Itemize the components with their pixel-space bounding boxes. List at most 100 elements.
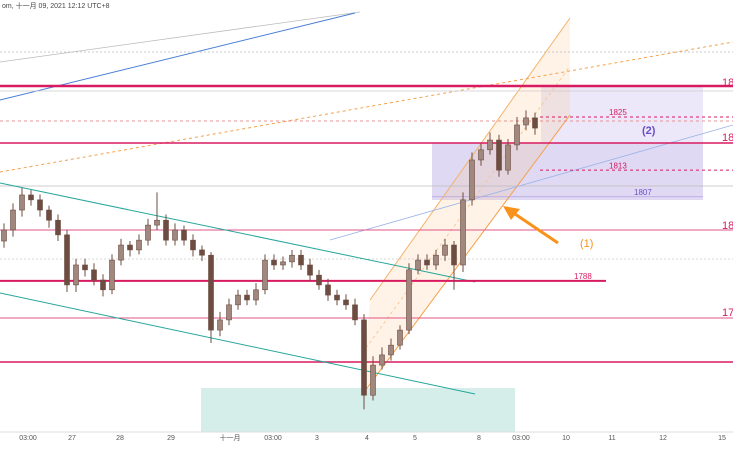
candle-body (217, 319, 223, 331)
candle-body (46, 209, 52, 221)
x-tick-label: 28 (116, 435, 124, 442)
x-tick-label: 十一月 (220, 433, 241, 442)
candle-body (478, 149, 484, 161)
candle-body (460, 199, 466, 266)
candle-body (190, 239, 196, 251)
edge-label: 17 (722, 307, 733, 319)
channel-line (369, 17, 571, 301)
candle-body (334, 294, 340, 301)
candle-body (361, 319, 367, 396)
candle-body (289, 254, 295, 263)
candle-body (226, 304, 232, 321)
candle-body (253, 289, 259, 301)
candle-body (100, 279, 106, 291)
x-tick-label: 29 (167, 435, 175, 442)
candle-body (487, 139, 493, 151)
candle-body (19, 194, 25, 211)
candle-body (433, 254, 439, 266)
x-tick-label: 12 (659, 435, 667, 442)
drawings (0, 11, 733, 433)
zone-box (432, 143, 703, 200)
candle-body (496, 139, 502, 171)
candle-body (235, 294, 241, 306)
zone-box (201, 388, 515, 432)
candle-body (370, 364, 376, 396)
x-tick-label: 15 (718, 435, 726, 442)
x-tick-label: 5 (413, 435, 417, 442)
x-tick-label: 4 (365, 435, 369, 442)
x-tick-label: 27 (68, 435, 76, 442)
candle-body (505, 144, 511, 171)
candle-body (208, 254, 214, 331)
candle-body (37, 199, 43, 211)
candle-body (379, 354, 385, 366)
candle-body (451, 244, 457, 266)
arrowhead (503, 206, 520, 220)
candle-body (163, 219, 169, 241)
level-label: 1813 (609, 161, 627, 170)
candle-body (388, 344, 394, 356)
candle-body (469, 159, 475, 201)
candle-body (532, 117, 538, 129)
candle-body (262, 259, 268, 291)
x-tick-label: 10 (562, 435, 570, 442)
candle-body (280, 261, 286, 266)
candle-body (199, 249, 205, 256)
zone-box (541, 86, 703, 143)
edge-label: 18 (722, 132, 733, 144)
channel-line (361, 114, 571, 396)
level-label: 1807 (634, 188, 652, 197)
candle-body (91, 269, 97, 281)
candle-body (154, 219, 160, 226)
header: om, 十一月 09, 2021 12:12 UTC+8 (2, 1, 110, 10)
candle-body (82, 264, 88, 271)
candle-body (172, 229, 178, 241)
candle-body (406, 269, 412, 331)
candle-body (298, 254, 304, 266)
candle-body (73, 264, 79, 286)
candle-body (343, 299, 349, 306)
candle-body (55, 219, 61, 236)
candle-body (352, 304, 358, 321)
candle-body (325, 284, 331, 296)
candle-body (127, 244, 133, 251)
candle-body (10, 209, 16, 231)
candle-body (514, 124, 520, 146)
candle-body (118, 244, 124, 261)
x-tick-label: 03:00 (512, 435, 530, 442)
channel-line (365, 65, 571, 349)
candle-body (244, 294, 250, 301)
edge-label: 18 (722, 77, 733, 89)
candle-body (109, 259, 115, 291)
channel-fill (362, 18, 570, 395)
annotation: (1) (580, 238, 593, 250)
x-tick-label: 3 (315, 435, 319, 442)
candle-body (523, 117, 529, 126)
trend-line (0, 11, 361, 63)
x-tick-label: 8 (477, 435, 481, 442)
x-tick-label: 03:00 (19, 435, 37, 442)
trend-line (0, 41, 733, 173)
x-tick-label: 11 (608, 435, 615, 442)
arrow (511, 210, 559, 245)
candle-body (307, 264, 313, 276)
x-tick-label: 03:00 (264, 435, 282, 442)
candle-body (145, 224, 151, 241)
candle-body (397, 329, 403, 346)
candle-body (28, 194, 34, 201)
level-label: 1825 (609, 108, 627, 117)
candle-body (271, 259, 277, 266)
candle-body (316, 274, 322, 286)
candle-body (181, 229, 187, 241)
edge-label: 18 (722, 220, 733, 232)
channel-line (0, 182, 476, 283)
candle-body (64, 234, 70, 286)
channel-line (0, 292, 476, 395)
level-label: 1788 (574, 272, 592, 281)
candle-body (442, 244, 448, 256)
candle-body (415, 259, 421, 271)
candles (1, 110, 538, 410)
annotation: (2) (642, 125, 656, 137)
candle-body (1, 229, 7, 242)
